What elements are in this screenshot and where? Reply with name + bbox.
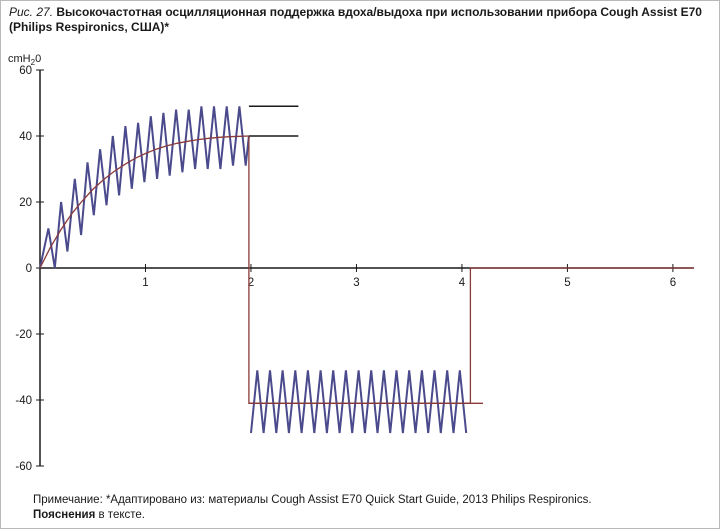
y-axis-unit-label: cmH20 <box>8 53 41 67</box>
y-unit-main: cmH <box>8 53 31 65</box>
series-inspiration-mean <box>39 135 249 269</box>
x-tick-label: 5 <box>564 277 570 289</box>
footnote-explanation-rest: в тексте. <box>95 509 146 521</box>
y-tick-label: 60 <box>19 65 32 77</box>
y-tick-label: -60 <box>15 461 32 473</box>
footnote-explanation-bold: Пояснения <box>33 509 96 521</box>
figure-caption: Рис. 27. Высокочастотная осцилляционная … <box>9 5 709 35</box>
x-tick-label: 4 <box>459 277 466 289</box>
x-tick-label: 6 <box>670 277 676 289</box>
y-tick-label: 40 <box>19 131 32 143</box>
y-tick-label: 20 <box>19 197 32 209</box>
figure-label: Рис. 27. <box>9 5 54 19</box>
x-tick-label: 2 <box>248 277 254 289</box>
y-unit-sub: 2 <box>31 58 36 67</box>
y-tick-label: -40 <box>15 395 32 407</box>
y-unit-end: 0 <box>35 53 41 65</box>
y-tick-label: -20 <box>15 329 32 341</box>
series-inspiration-oscillation <box>39 106 250 269</box>
y-tick-label: 0 <box>26 263 32 275</box>
figure-title: Высокочастотная осцилляционная поддержка… <box>9 5 702 34</box>
footnote-explanation: Пояснения в тексте. <box>33 508 713 523</box>
x-tick-label: 1 <box>142 277 148 289</box>
figure-footnote: Примечание: *Адаптировано из: материалы … <box>33 493 713 523</box>
series-expiration-oscillation <box>250 370 468 434</box>
x-tick-label: 3 <box>353 277 359 289</box>
footnote-source: Примечание: *Адаптировано из: материалы … <box>33 494 592 506</box>
chart-plot-area: 60 40 20 0 -20 -40 -60 1 2 3 4 5 6 <box>15 65 694 473</box>
series-transition-mean <box>248 136 694 404</box>
